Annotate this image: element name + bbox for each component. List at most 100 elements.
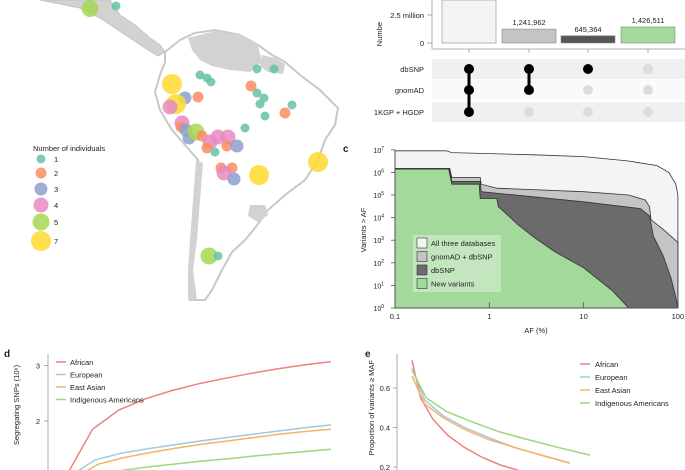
legend-label: East Asian — [70, 383, 105, 392]
line-series — [411, 360, 520, 470]
c-ytick-exponent: 0 — [381, 304, 384, 310]
c-ytick-exponent: 7 — [381, 146, 384, 152]
d-ylabel: Segregating SNPs (10⁶) — [12, 364, 21, 445]
c-ytick-label: 104 — [373, 214, 384, 223]
c-ytick-label: 101 — [373, 281, 384, 290]
map-dot — [240, 123, 250, 133]
map-dot — [252, 88, 262, 98]
legend-swatch — [36, 154, 46, 164]
matrix-dot — [583, 64, 593, 74]
c-xtick-label: 0.1 — [390, 312, 400, 321]
venezuela-land — [188, 31, 262, 72]
matrix-row — [432, 59, 685, 79]
c-ytick-exponent: 3 — [381, 236, 384, 242]
d-ytick-label: 2 — [36, 417, 40, 426]
map-dot — [255, 99, 265, 109]
e-lines — [411, 360, 591, 470]
map-dot — [287, 100, 297, 110]
legend-label: 5 — [54, 218, 58, 227]
line-series — [68, 360, 332, 470]
c-ytick-label: 102 — [373, 259, 384, 268]
map-dot — [213, 251, 223, 261]
map-dot — [192, 91, 204, 103]
map-dot — [221, 140, 233, 152]
d-ytick-label: 3 — [36, 362, 40, 371]
c-ytick-exponent: 2 — [381, 259, 384, 265]
b-ylabel: Numbe — [375, 22, 384, 46]
legend-swatch — [34, 182, 48, 196]
b-ytick: 0 — [420, 39, 424, 48]
map-dot — [200, 247, 218, 265]
matrix-dot — [583, 107, 593, 117]
c-ytick-label: 103 — [373, 236, 384, 245]
uruguay-land — [248, 205, 268, 222]
matrix-row — [432, 80, 685, 100]
c-xtick-label: 10 — [579, 312, 587, 321]
map-dot — [245, 80, 257, 92]
central-america-land — [39, 0, 166, 57]
legend-label: Indigenous Americans — [70, 396, 144, 405]
e-ytick-label: 0.4 — [380, 424, 390, 433]
legend-label: 3 — [54, 185, 58, 194]
matrix-row — [432, 102, 685, 122]
line-series — [411, 368, 571, 464]
set-label: dbSNP — [400, 65, 424, 74]
c-legend-box — [413, 235, 501, 292]
legend-label: 2 — [54, 169, 58, 178]
legend-label: 4 — [54, 201, 58, 210]
line-series — [86, 428, 332, 470]
legend-label: European — [595, 373, 628, 382]
c-ytick-exponent: 6 — [381, 168, 384, 174]
map-dot — [162, 74, 182, 94]
legend-label: African — [595, 360, 618, 369]
map-legend-title: Number of individuals — [33, 144, 105, 153]
legend-label: New variants — [431, 280, 475, 289]
bar-value-label: 645,364 — [574, 25, 601, 34]
e-ytick-label: 0.6 — [380, 384, 390, 393]
matrix-dot — [524, 85, 534, 95]
legend-label: gnomAD + dbSNP — [431, 253, 493, 262]
c-ytick-exponent: 5 — [381, 191, 384, 197]
map-dot — [230, 139, 244, 153]
map-dot — [249, 165, 269, 185]
matrix-dot — [583, 85, 593, 95]
panel-label-c: c — [343, 144, 349, 155]
map-dot — [216, 165, 232, 181]
d-lines — [68, 360, 332, 470]
map-dot — [195, 70, 205, 80]
c-xlabel: AF (%) — [524, 326, 548, 335]
bar-value-label: 1,241,962 — [512, 18, 545, 27]
map-dot — [269, 64, 279, 74]
guianas-land — [260, 55, 285, 74]
matrix-dot — [524, 107, 534, 117]
bar — [560, 35, 616, 44]
c-ytick-label: 105 — [373, 191, 384, 200]
line-series — [77, 424, 332, 470]
map-dot — [201, 142, 213, 154]
set-label: gnomAD — [395, 86, 425, 95]
bar — [501, 28, 557, 44]
c-ylabel: Variants > AF — [359, 207, 368, 252]
legend-swatch — [35, 167, 47, 179]
matrix-dot — [464, 107, 474, 117]
line-series — [119, 448, 332, 470]
e-ytick-label: 0.2 — [380, 463, 390, 470]
c-xtick-label: 1 — [487, 312, 491, 321]
matrix-dot — [643, 85, 653, 95]
panel-label-d: d — [4, 349, 10, 360]
map-dot — [252, 64, 262, 74]
matrix-dot — [464, 64, 474, 74]
legend-label: Indigenous Americans — [595, 399, 669, 408]
line-series — [411, 369, 591, 456]
maf-panel: e Proportion of variants ≥ MAF 0.2 0.4 0.6… — [365, 349, 669, 470]
map-dot — [308, 152, 328, 172]
matrix-dot — [464, 85, 474, 95]
c-ytick-label: 106 — [373, 168, 384, 177]
legend-label: dbSNP — [431, 266, 455, 275]
legend-label: 7 — [54, 237, 58, 246]
map-dot — [279, 107, 291, 119]
e-ylabel: Proportion of variants ≥ MAF — [367, 360, 376, 456]
map-dot — [206, 77, 216, 87]
